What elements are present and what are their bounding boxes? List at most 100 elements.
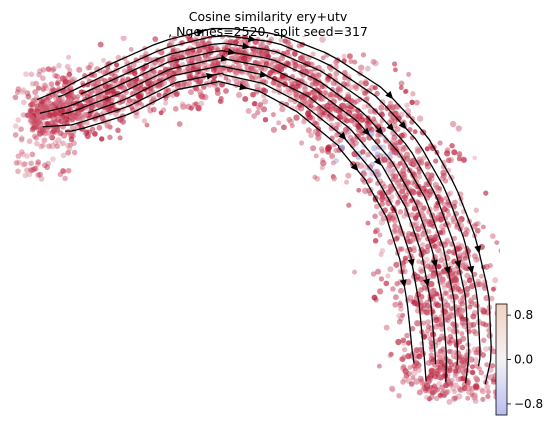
data-point <box>147 107 154 114</box>
data-point <box>451 395 458 402</box>
data-point <box>446 367 453 374</box>
data-point <box>28 71 35 78</box>
data-point <box>395 177 401 184</box>
data-point <box>242 80 249 86</box>
data-point <box>66 54 71 60</box>
data-point <box>343 179 350 185</box>
data-point <box>261 98 269 105</box>
data-point <box>370 58 377 65</box>
data-point <box>157 75 164 81</box>
data-point <box>419 207 425 214</box>
data-point <box>452 368 459 374</box>
data-point <box>448 241 454 247</box>
data-point <box>57 130 64 136</box>
data-point <box>260 106 268 113</box>
data-point <box>372 229 378 235</box>
data-point <box>16 159 23 166</box>
data-point <box>50 115 58 123</box>
streamline-arrow <box>407 258 415 268</box>
data-point <box>480 307 487 315</box>
data-point <box>490 378 497 385</box>
streamline-arrow <box>338 131 347 141</box>
data-point <box>452 271 459 277</box>
data-point <box>436 211 443 218</box>
data-point <box>458 313 464 319</box>
data-point <box>372 238 379 244</box>
data-point <box>390 137 397 144</box>
data-point <box>458 354 465 360</box>
data-point <box>455 125 462 132</box>
data-point <box>379 195 386 203</box>
data-point <box>43 112 49 119</box>
data-point <box>355 131 362 138</box>
data-point <box>314 176 321 182</box>
data-point <box>447 367 454 374</box>
data-point <box>19 149 25 155</box>
data-point <box>391 217 398 224</box>
data-point <box>148 80 155 87</box>
data-point <box>404 155 411 162</box>
data-point <box>319 148 325 154</box>
data-point <box>437 392 443 398</box>
data-point <box>400 312 406 318</box>
data-point <box>55 137 62 144</box>
data-point <box>47 111 53 117</box>
data-point <box>184 49 191 56</box>
data-point <box>414 99 420 106</box>
data-point <box>44 114 50 120</box>
data-point <box>375 268 382 275</box>
streamline <box>88 65 437 365</box>
data-point <box>367 108 374 115</box>
data-point <box>121 68 128 74</box>
data-point <box>463 226 469 232</box>
data-point <box>446 313 453 320</box>
data-point <box>425 171 431 178</box>
data-point <box>345 93 352 100</box>
data-point <box>439 251 446 258</box>
data-point <box>262 117 269 123</box>
data-point <box>443 382 449 389</box>
data-point <box>270 112 276 118</box>
data-point <box>64 98 72 105</box>
data-point <box>32 165 39 172</box>
data-point <box>128 47 134 52</box>
data-point <box>184 36 191 39</box>
data-point <box>428 393 435 400</box>
data-point <box>416 190 422 196</box>
data-point <box>176 121 183 127</box>
data-point <box>62 87 68 93</box>
data-point <box>415 225 422 233</box>
data-point <box>151 69 157 75</box>
data-point <box>310 51 316 57</box>
data-point <box>24 153 30 159</box>
data-point <box>360 149 366 155</box>
data-point <box>352 140 359 147</box>
data-point <box>33 80 40 87</box>
data-point <box>268 36 274 42</box>
data-point <box>472 155 478 161</box>
data-point <box>60 152 67 159</box>
data-point <box>315 105 322 112</box>
data-point <box>398 287 404 294</box>
data-point <box>35 110 42 117</box>
data-point <box>447 358 453 365</box>
streamline <box>65 80 415 364</box>
data-point <box>378 251 384 258</box>
data-point <box>447 333 454 340</box>
data-point <box>446 326 452 332</box>
data-point <box>88 97 95 105</box>
data-point <box>166 87 172 94</box>
data-point <box>420 387 426 392</box>
data-point <box>430 367 436 374</box>
data-point <box>391 168 396 173</box>
data-point <box>403 372 410 379</box>
data-point <box>43 100 49 106</box>
data-point <box>501 284 507 290</box>
data-point <box>66 145 73 152</box>
data-point <box>469 364 475 370</box>
data-point <box>350 137 356 143</box>
data-point <box>442 290 448 296</box>
data-point <box>99 115 106 122</box>
data-point <box>319 84 325 90</box>
data-point <box>35 159 41 165</box>
